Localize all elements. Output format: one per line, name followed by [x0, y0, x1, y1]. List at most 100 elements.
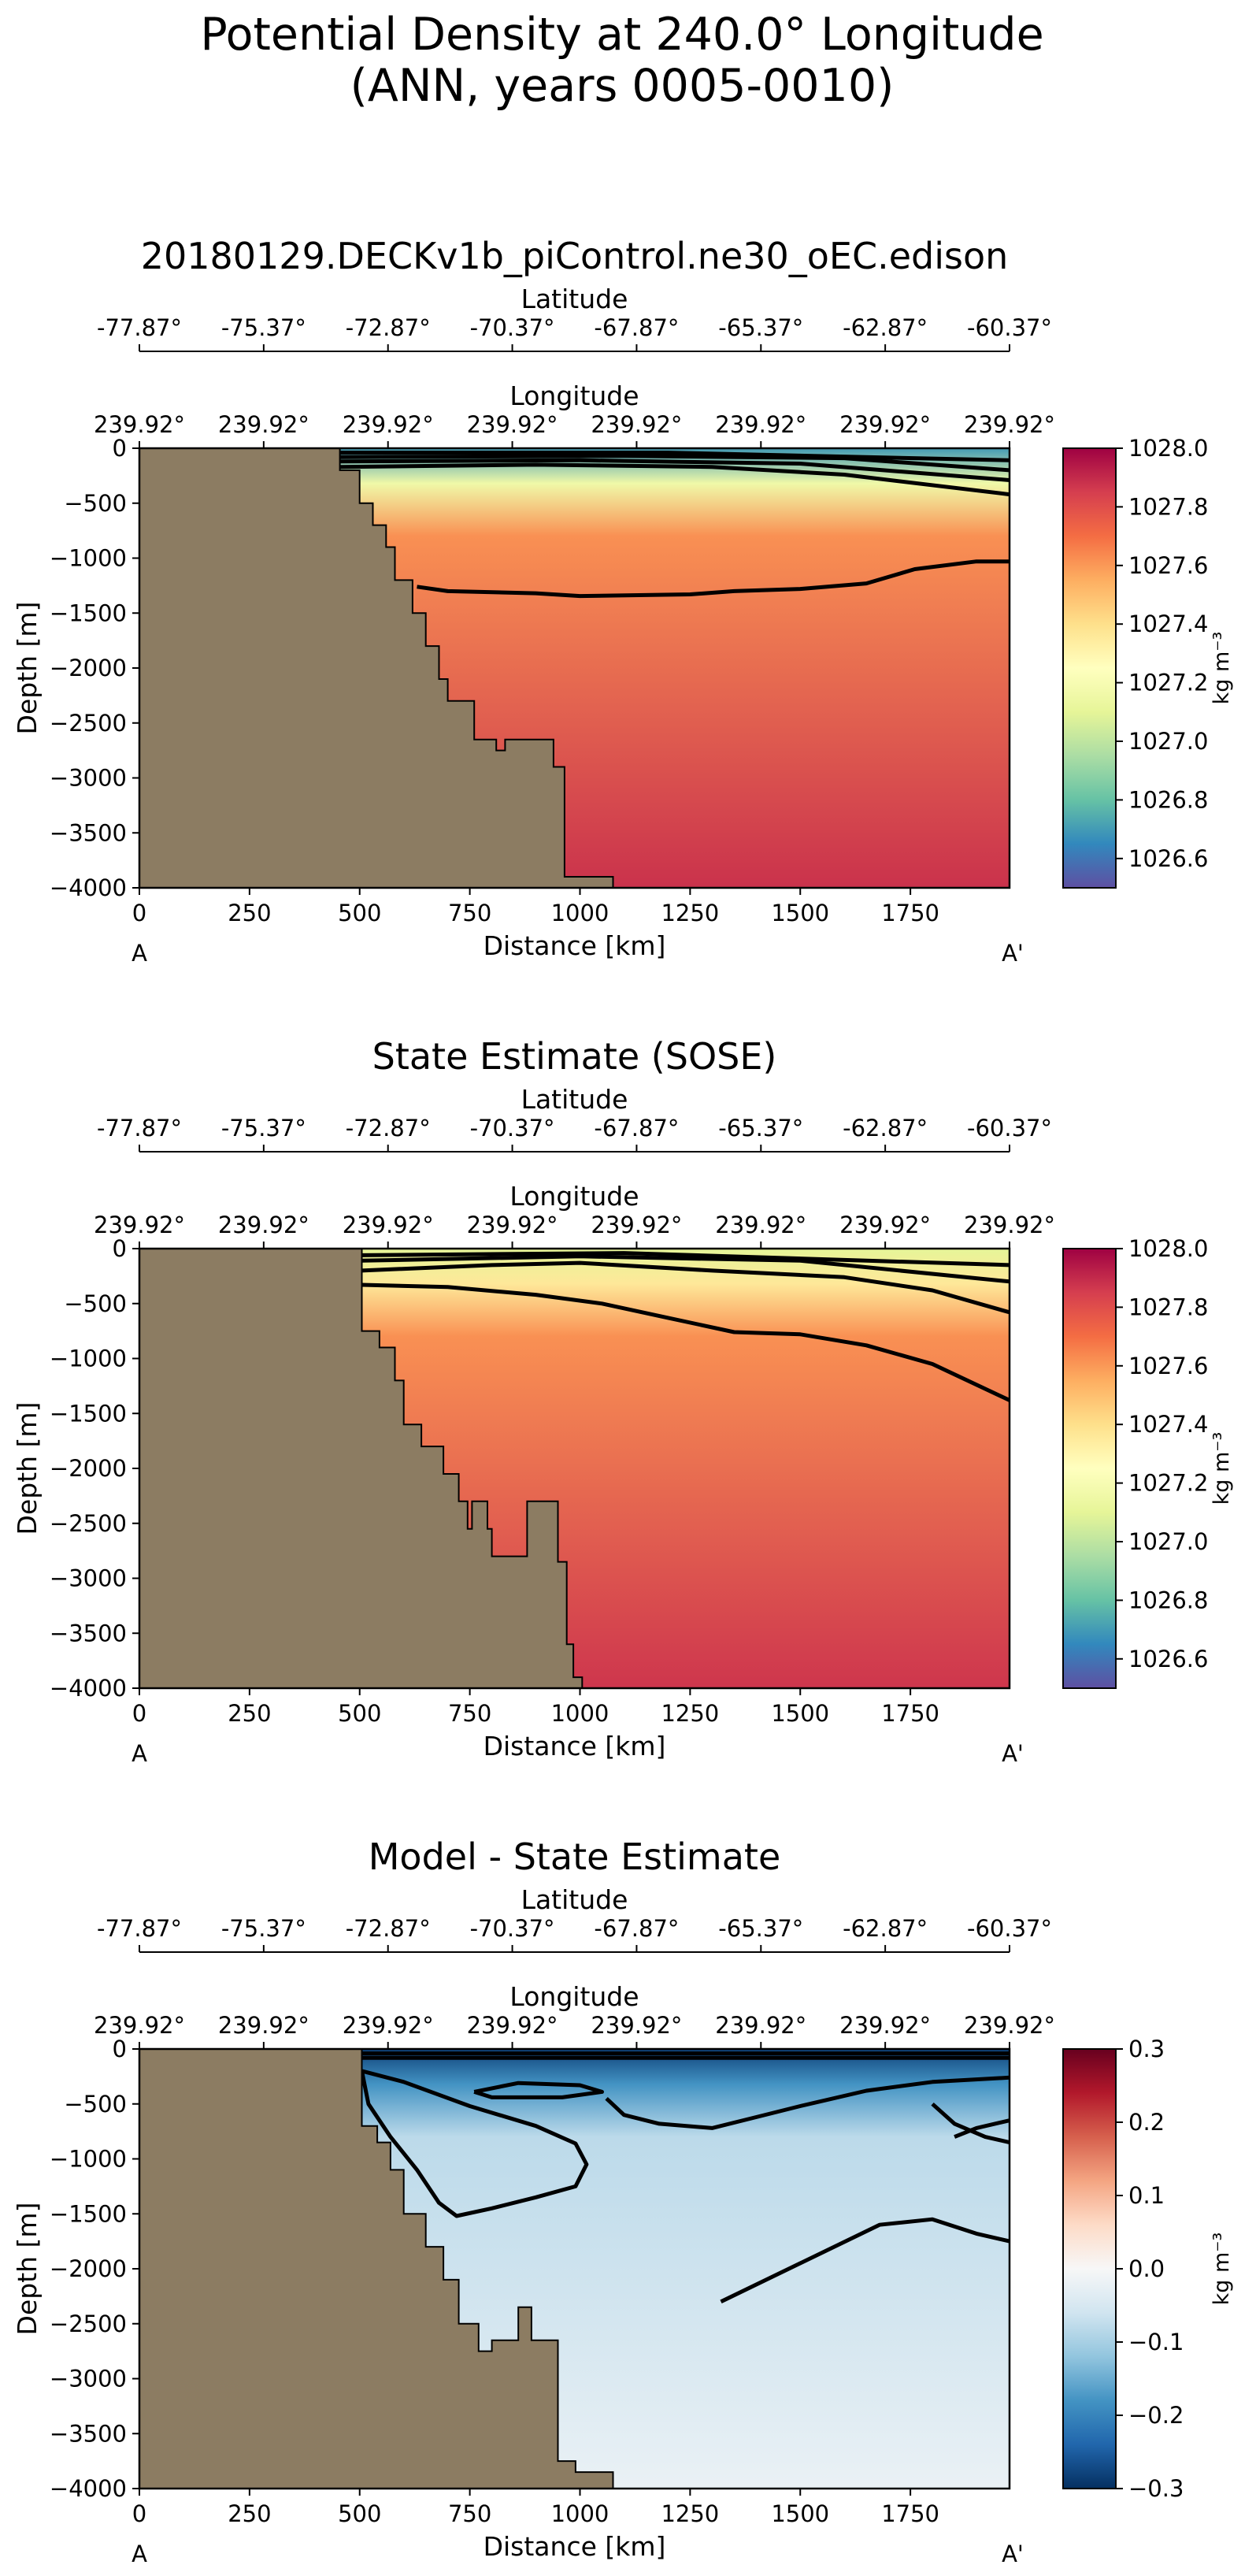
colorbar-tick-label: 1027.4 — [1128, 611, 1208, 637]
latitude-tick-label: -70.37° — [470, 1115, 555, 1141]
y-tick-label: −3500 — [50, 819, 127, 846]
y-tick-label: −3500 — [50, 1620, 127, 1646]
x-tick-label: 1500 — [771, 2500, 829, 2527]
y-tick-label: −500 — [64, 490, 127, 517]
longitude-tick-label: 239.92° — [218, 2012, 309, 2039]
longitude-tick-label: 239.92° — [94, 2012, 185, 2039]
figure-title-line1: Potential Density at 240.0° Longitude — [200, 9, 1043, 61]
x-tick-label: 1000 — [551, 1700, 609, 1727]
latitude-tick-label: -72.87° — [346, 1115, 431, 1141]
longitude-tick-label: 239.92° — [94, 411, 185, 438]
colorbar-tick-label: 0.1 — [1128, 2182, 1165, 2209]
x-tick-label: 0 — [132, 2500, 146, 2527]
latitude-tick-label: -65.37° — [718, 1115, 803, 1141]
latitude-tick-label: -75.37° — [221, 314, 306, 341]
x-tick-label: 1500 — [771, 900, 829, 926]
panel-title: 20180129.DECKv1b_piControl.ne30_oEC.edis… — [141, 235, 1009, 277]
y-tick-label: −3000 — [50, 2366, 127, 2392]
x-tick-label: 250 — [228, 900, 271, 926]
latitude-tick-label: -77.87° — [97, 1115, 182, 1141]
contour-line-1 — [360, 2069, 589, 2218]
longitude-tick-label: 239.92° — [343, 2012, 434, 2039]
latitude-tick-label: -67.87° — [594, 314, 679, 341]
x-axis-label: Distance [km] — [484, 2531, 666, 2562]
latitude-tick-label: -62.87° — [843, 314, 928, 341]
colorbar: 0.3 0.2 0.1 0.0 −0.1 −0.2 −0.3 kg m⁻³ — [1062, 2036, 1234, 2502]
longitude-tick-label: 239.92° — [591, 1212, 682, 1238]
latitude-tick-label: -70.37° — [470, 1915, 555, 1942]
bathymetry-land — [139, 2049, 614, 2489]
contour-line-2 — [473, 2080, 604, 2099]
y-tick-label: −1000 — [50, 1346, 127, 1372]
colorbar-tick-label: 1027.0 — [1128, 728, 1208, 755]
x-tick-label: 750 — [448, 900, 491, 926]
y-tick-label: −1000 — [50, 2146, 127, 2173]
y-tick-label: −500 — [64, 1290, 127, 1317]
latitude-tick-label: -77.87° — [97, 314, 182, 341]
panel-title: State Estimate (SOSE) — [372, 1035, 777, 1078]
colorbar-tick-label: 1027.8 — [1128, 493, 1208, 520]
longitude-tick-label: 239.92° — [715, 2012, 806, 2039]
x-tick-label: 1750 — [881, 900, 939, 926]
latitude-tick-label: -75.37° — [221, 1115, 306, 1141]
latitude-axis-label: Latitude — [521, 284, 628, 314]
contour-line-3 — [339, 458, 1010, 482]
longitude-tick-label: 239.92° — [715, 1212, 806, 1238]
plot-area — [139, 448, 1010, 888]
x-tick-label: 1000 — [551, 2500, 609, 2527]
y-tick-label: −1500 — [50, 2200, 127, 2227]
plot-area — [139, 1249, 1010, 1688]
colorbar-tick-label: 1027.6 — [1128, 552, 1208, 579]
colorbar-tick-label: 1027.2 — [1128, 670, 1208, 696]
colorbar-scale — [1062, 1248, 1117, 1689]
colorbar-tick-label: 1028.0 — [1128, 1235, 1208, 1262]
colorbar-scale — [1062, 447, 1117, 889]
longitude-axis-label: Longitude — [509, 1981, 639, 2012]
latitude-tick-label: -72.87° — [346, 1915, 431, 1942]
endpoint-a: A — [132, 940, 147, 967]
longitude-tick-label: 239.92° — [343, 411, 434, 438]
y-tick-label: 0 — [113, 2036, 127, 2062]
latitude-axis-label: Latitude — [521, 1084, 628, 1115]
contour-line-5 — [954, 2118, 1010, 2139]
x-tick-label: 1250 — [661, 2500, 719, 2527]
colorbar-tick-label: 1027.4 — [1128, 1411, 1208, 1438]
x-tick-label: 750 — [448, 1700, 491, 1727]
x-tick-label: 250 — [228, 2500, 271, 2527]
colorbar: 1028.0 1027.8 1027.6 1027.4 1027.2 1027.0 1026… — [1062, 435, 1234, 889]
latitude-tick-label: -65.37° — [718, 314, 803, 341]
contour-line-2 — [361, 1260, 1010, 1315]
longitude-axis-label: Longitude — [509, 380, 639, 411]
colorbar-tick-label: 1026.8 — [1128, 1587, 1208, 1613]
contour-line-3 — [361, 1254, 1010, 1284]
colorbar-tick-label: 1027.6 — [1128, 1353, 1208, 1379]
x-tick-label: 250 — [228, 1700, 271, 1727]
x-axis-label: Distance [km] — [484, 930, 666, 961]
x-axis-label: Distance [km] — [484, 1731, 666, 1761]
latitude-tick-label: -65.37° — [718, 1915, 803, 1942]
latitude-tick-label: -62.87° — [843, 1115, 928, 1141]
latitude-tick-label: -60.37° — [967, 1915, 1052, 1942]
colorbar-units-label: kg m⁻³ — [1210, 632, 1234, 705]
y-axis-label: Depth [m] — [12, 1402, 43, 1535]
longitude-tick-label: 239.92° — [218, 1212, 309, 1238]
colorbar-tick-label: −0.3 — [1128, 2475, 1184, 2502]
longitude-tick-label: 239.92° — [964, 2012, 1055, 2039]
longitude-tick-label: 239.92° — [467, 1212, 558, 1238]
panel-1: 0 250 500 750 1000 1250 1500 1750 Distance [km] A… — [12, 235, 1234, 967]
longitude-tick-label: 239.92° — [218, 411, 309, 438]
colorbar-units-label: kg m⁻³ — [1210, 2233, 1234, 2306]
contour-line-3 — [605, 2075, 1010, 2130]
colorbar-tick-label: −0.1 — [1128, 2329, 1184, 2355]
longitude-tick-label: 239.92° — [591, 411, 682, 438]
longitude-axis-label: Longitude — [509, 1181, 639, 1212]
contour-line-2 — [339, 462, 1010, 497]
longitude-tick-label: 239.92° — [94, 1212, 185, 1238]
y-tick-label: −1000 — [50, 545, 127, 572]
longitude-tick-label: 239.92° — [839, 2012, 931, 2039]
longitude-tick-label: 239.92° — [964, 411, 1055, 438]
longitude-tick-label: 239.92° — [715, 411, 806, 438]
y-tick-label: −1500 — [50, 599, 127, 626]
colorbar-tick-label: 1027.0 — [1128, 1528, 1208, 1555]
